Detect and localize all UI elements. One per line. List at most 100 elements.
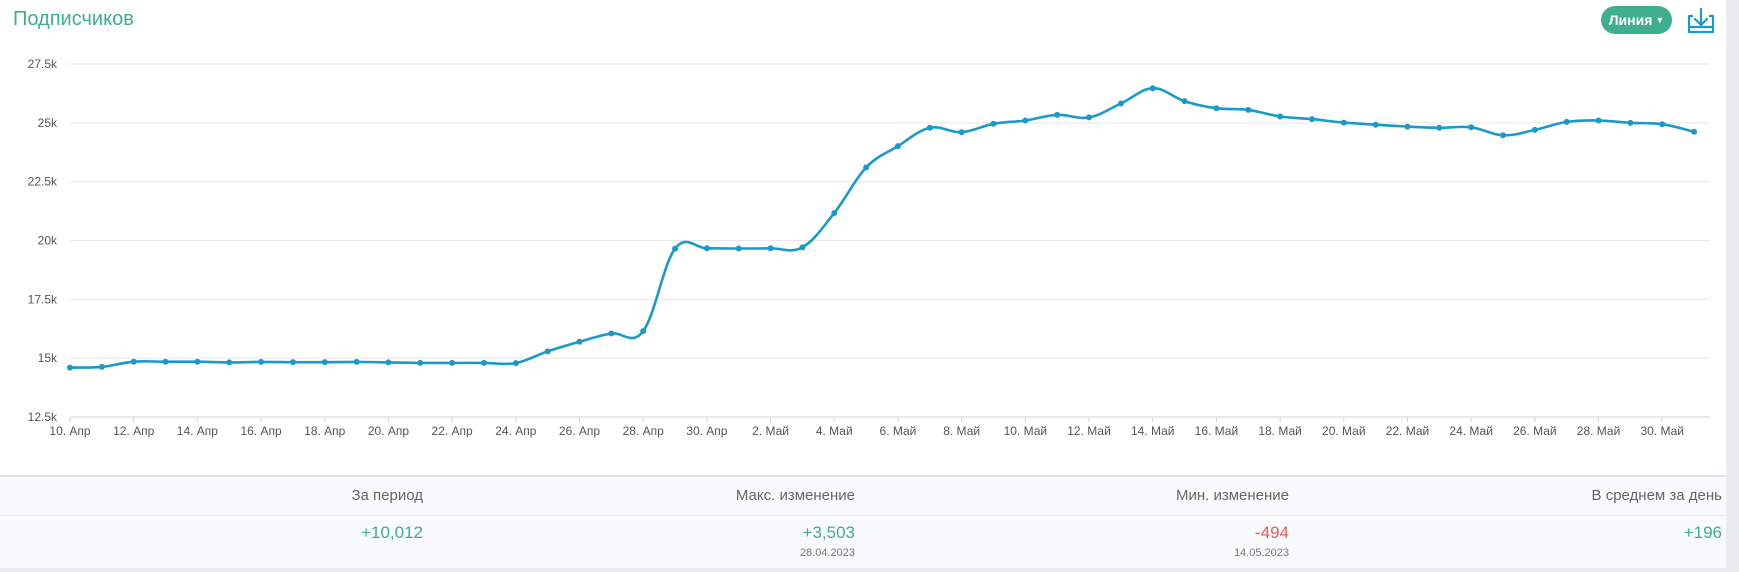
x-tick-label: 14. Май	[1131, 424, 1175, 438]
data-point[interactable]	[544, 348, 551, 355]
data-point[interactable]	[289, 359, 296, 366]
data-point[interactable]	[1468, 124, 1475, 131]
data-point[interactable]	[958, 129, 965, 136]
data-point[interactable]	[480, 359, 487, 366]
data-point[interactable]	[353, 358, 360, 365]
y-axis: 12.5k 15k 17.5k 20k 22.5k 25k 27.5k	[28, 57, 58, 424]
data-point[interactable]	[1340, 119, 1347, 126]
x-tick-label: 12. Апр	[113, 424, 155, 438]
y-tick-label: 25k	[38, 116, 58, 130]
max-change-label: Макс. изменение	[735, 487, 855, 504]
data-point[interactable]	[1277, 113, 1284, 120]
data-point[interactable]	[767, 245, 774, 252]
data-point[interactable]	[226, 359, 233, 366]
x-tick-label: 24. Май	[1449, 424, 1493, 438]
period-label: За период	[351, 487, 423, 504]
data-point[interactable]	[1086, 114, 1093, 121]
data-point[interactable]	[1245, 106, 1252, 113]
x-tick-label: 8. Май	[943, 424, 980, 438]
data-point[interactable]	[258, 358, 265, 365]
min-change-value: -494	[1254, 523, 1289, 542]
avg-per-day-label: В среднем за день	[1591, 487, 1722, 504]
x-tick-label: 22. Апр	[432, 424, 474, 438]
data-point[interactable]	[321, 359, 328, 366]
data-point[interactable]	[1404, 123, 1411, 130]
x-tick-label: 4. Май	[816, 424, 853, 438]
data-point[interactable]	[130, 358, 137, 365]
data-point[interactable]	[194, 358, 201, 365]
data-point[interactable]	[863, 164, 870, 171]
download-button[interactable]	[1685, 6, 1717, 38]
data-point[interactable]	[417, 359, 424, 366]
data-point[interactable]	[449, 359, 456, 366]
x-tick-label: 20. Апр	[368, 424, 410, 438]
data-point[interactable]	[1181, 98, 1188, 105]
data-point[interactable]	[1659, 121, 1666, 128]
x-tick-label: 2. Май	[752, 424, 789, 438]
period-value: +10,012	[361, 523, 423, 542]
y-tick-label: 17.5k	[28, 292, 58, 306]
data-point[interactable]	[1627, 119, 1634, 126]
x-tick-label: 30. Май	[1640, 424, 1684, 438]
data-point[interactable]	[1563, 118, 1570, 125]
x-tick-label: 16. Май	[1195, 424, 1239, 438]
data-point[interactable]	[831, 209, 838, 216]
x-tick-label: 26. Апр	[559, 424, 601, 438]
data-point[interactable]	[608, 330, 615, 337]
max-change-date: 28.04.2023	[799, 547, 855, 559]
data-point[interactable]	[1531, 126, 1538, 133]
chart-type-dropdown[interactable]: Линия ▼	[1601, 6, 1672, 34]
data-point[interactable]	[799, 244, 806, 251]
data-point[interactable]	[1308, 116, 1315, 123]
avg-per-day-value: +196	[1683, 523, 1722, 542]
x-tick-label: 28. Май	[1577, 424, 1621, 438]
y-tick-label: 22.5k	[28, 175, 58, 189]
data-point[interactable]	[1117, 100, 1124, 107]
x-tick-label: 10. Май	[1004, 424, 1048, 438]
data-point[interactable]	[1372, 121, 1379, 128]
data-point[interactable]	[162, 358, 169, 365]
x-tick-label: 24. Апр	[495, 424, 537, 438]
y-tick-label: 20k	[38, 234, 58, 248]
max-change-value: +3,503	[802, 523, 855, 542]
data-point[interactable]	[1436, 124, 1443, 131]
data-point[interactable]	[98, 363, 105, 370]
data-point[interactable]	[1213, 105, 1220, 112]
data-point[interactable]	[385, 359, 392, 366]
chart-type-label: Линия	[1608, 12, 1653, 28]
data-point[interactable]	[1595, 117, 1602, 124]
data-point[interactable]	[1500, 132, 1507, 139]
data-point[interactable]	[735, 245, 742, 252]
x-axis: 10. Апр 12. Апр 14. Апр 16. Апр 18. Апр 20. А…	[49, 417, 1684, 438]
data-point[interactable]	[894, 143, 901, 150]
x-tick-label: 18. Май	[1258, 424, 1302, 438]
min-change-date: 14.05.2023	[1233, 547, 1289, 559]
y-tick-label: 12.5k	[28, 410, 58, 424]
stats-divider	[0, 515, 1726, 516]
x-tick-label: 6. Май	[880, 424, 917, 438]
stats-panel: За период +10,012 Макс. изменение +3,503…	[0, 475, 1726, 568]
min-change-label: Мин. изменение	[1175, 487, 1289, 504]
data-point[interactable]	[1149, 85, 1156, 92]
data-point[interactable]	[703, 245, 710, 252]
data-point[interactable]	[1691, 128, 1698, 135]
data-point[interactable]	[1054, 111, 1061, 118]
x-tick-label: 26. Май	[1513, 424, 1557, 438]
data-point[interactable]	[672, 245, 679, 252]
data-point[interactable]	[990, 120, 997, 127]
x-tick-label: 12. Май	[1067, 424, 1111, 438]
chart-title: Подписчиков	[13, 8, 134, 30]
x-tick-label: 30. Апр	[686, 424, 728, 438]
data-point[interactable]	[512, 360, 519, 367]
x-tick-label: 10. Апр	[49, 424, 91, 438]
data-point[interactable]	[576, 338, 583, 345]
download-icon	[1687, 7, 1715, 34]
x-tick-label: 16. Апр	[240, 424, 282, 438]
series-points	[67, 85, 1698, 371]
data-point[interactable]	[1022, 117, 1029, 124]
data-point[interactable]	[640, 328, 647, 335]
data-point[interactable]	[67, 364, 73, 371]
data-point[interactable]	[926, 124, 933, 131]
